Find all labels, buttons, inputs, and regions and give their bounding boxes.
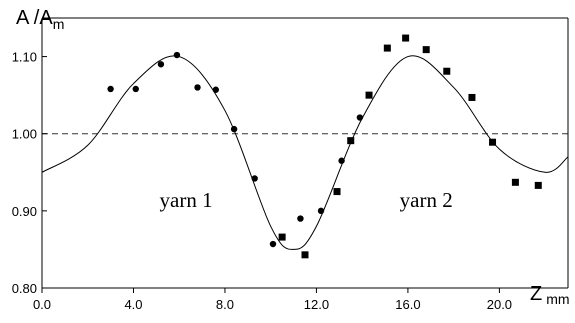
y-tick-label: 1.00 [12,127,37,142]
x-tick-label: 12.0 [304,297,329,312]
data-point-square [383,44,391,52]
annotations-layer: yarn 1 yarn 2 [160,188,453,212]
x-tick-label: 20.0 [487,297,512,312]
x-axis-title-sub: mm [546,291,569,307]
y-tick-label: 0.90 [12,204,37,219]
plot-frame [41,17,569,289]
x-tick-label: 16.0 [395,297,420,312]
data-point-square [365,91,373,99]
y-axis-title-sub: m [53,16,65,32]
x-tick-label: 4.0 [124,297,142,312]
data-point-square [301,251,309,259]
data-point-circle [212,86,220,93]
ticks-layer: 0.0 4.0 8.0 12.0 16.0 20.0 0.80 0.90 1.00 1.10 [12,50,512,312]
data-point-square [278,233,286,241]
data-point-square [333,188,341,196]
data-point-square [534,181,542,189]
annotation-label: yarn 1 [160,188,213,212]
data-point-square [468,93,476,101]
data-point-circle [194,84,201,91]
x-axis-title-main: Z [530,283,542,305]
y-tick-label: 0.80 [12,281,37,296]
data-point-square [402,34,410,42]
y-axis-title: A /Am [16,7,64,32]
y-tick-label: 1.10 [12,50,37,65]
annotation-label: yarn 2 [400,188,453,212]
data-point-square [511,178,519,186]
x-tick-label: 8.0 [216,297,234,312]
data-point-circle [157,61,165,68]
data-point-circle [132,85,139,93]
series-layer [41,34,569,259]
data-point-circle [173,51,181,59]
data-point-circle [297,215,304,222]
data-point-square [422,46,430,54]
data-point-square [347,137,355,145]
fit-curve [41,55,569,250]
x-tick-label: 0.0 [33,297,51,312]
data-point-circle [269,240,277,248]
y-axis-title-main: A /A [16,7,53,29]
data-point-square [443,67,451,75]
data-point-circle [107,85,114,93]
